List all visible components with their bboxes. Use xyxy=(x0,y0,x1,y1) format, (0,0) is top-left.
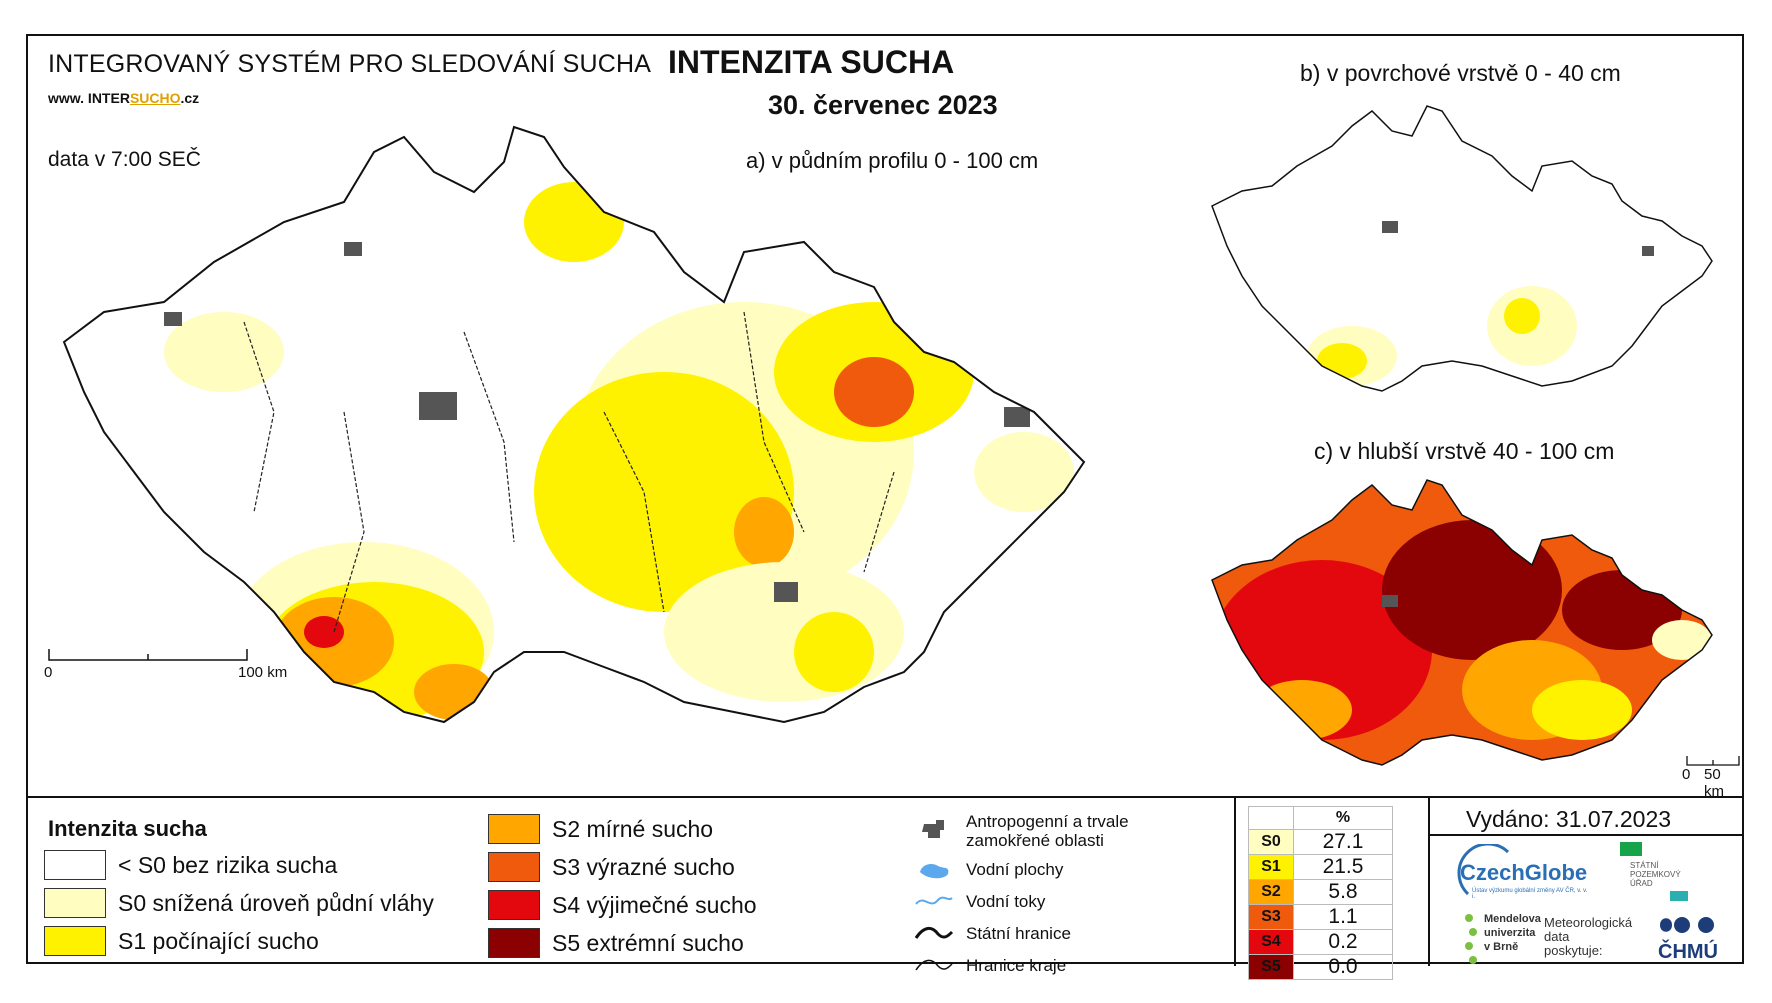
system-title: INTEGROVANÝ SYSTÉM PRO SLEDOVÁNÍ SUCHA xyxy=(48,50,652,78)
legend-label: S0 snížená úroveň půdní vláhy xyxy=(118,889,434,916)
table-header: % xyxy=(1293,806,1393,830)
legend-aux-river: Vodní toky xyxy=(914,888,1129,914)
spu-logo[interactable]: STÁTNÍ POZEMKOVÝ ÚŘAD xyxy=(1620,842,1690,906)
legend-swatch xyxy=(44,926,106,956)
table-cell-class: S5 xyxy=(1248,954,1294,980)
legend-aux-region-border: Hranice kraje xyxy=(914,952,1129,978)
water-body-icon xyxy=(920,864,949,879)
legend-separator xyxy=(1428,796,1430,966)
urban-icon xyxy=(922,820,944,838)
legend-item-s-below-0: < S0 bez rizika sucha xyxy=(44,850,434,880)
issued-divider xyxy=(1428,834,1744,836)
map-date: 30. červenec 2023 xyxy=(768,90,998,120)
legend-aux-label: Státní hranice xyxy=(966,923,1071,943)
czechglobe-logo[interactable]: CzechGlobe Ústav výzkumu globální změny … xyxy=(1448,842,1598,904)
table-cell-class: S4 xyxy=(1248,929,1294,955)
map-b-surface-layer xyxy=(1211,105,1713,392)
legend-aux-state-border: Státní hranice xyxy=(914,920,1129,946)
table-row: S1 21.5 xyxy=(1248,854,1393,880)
legend-swatch xyxy=(488,928,540,958)
region-border-icon xyxy=(915,959,953,971)
table-row: S3 1.1 xyxy=(1248,904,1393,930)
table-cell-class: S1 xyxy=(1248,854,1294,880)
table-row: S4 0.2 xyxy=(1248,929,1393,955)
page-title: INTENZITA SUCHA xyxy=(668,44,955,80)
legend-col-2: S2 mírné sucho S3 výrazné sucho S4 výjim… xyxy=(488,814,757,958)
scale-a-end: 100 km xyxy=(238,664,288,681)
map-a-soil-profile xyxy=(63,126,1085,723)
czechglobe-icon xyxy=(1457,842,1510,896)
scale-bar-a xyxy=(48,648,248,667)
legend-aux-label: Antropogenní a trvale zamokřené oblasti xyxy=(966,812,1129,850)
spu-icon xyxy=(1620,842,1642,856)
legend-title: Intenzita sucha xyxy=(48,816,207,841)
legend-aux-label: Hranice kraje xyxy=(966,955,1067,975)
issued-date: Vydáno: 31.07.2023 xyxy=(1466,806,1672,832)
scale-bar-c xyxy=(1686,754,1740,772)
legend-separator xyxy=(1234,796,1236,966)
map-c-label: c) v hlubší vrstvě 40 - 100 cm xyxy=(1314,438,1615,464)
legend-col-1: < S0 bez rizika sucha S0 snížená úroveň … xyxy=(44,850,434,956)
mendel-dots-icon xyxy=(1465,914,1477,964)
spu-accent-icon xyxy=(1670,891,1688,901)
legend-item-s3: S3 výrazné sucho xyxy=(488,852,757,882)
table-cell-value: 5.8 xyxy=(1293,879,1393,905)
table-row: S5 0.0 xyxy=(1248,954,1393,980)
legend-item-s4: S4 výjimečné sucho xyxy=(488,890,757,920)
legend-aux-water-body: Vodní plochy xyxy=(914,856,1129,882)
legend-aux-label: Vodní plochy xyxy=(966,859,1064,879)
mendel-logo[interactable]: Mendelova univerzita v Brně xyxy=(1464,912,1541,964)
scale-c-start: 0 xyxy=(1682,766,1691,783)
legend-aux-urban: Antropogenní a trvale zamokřené oblasti xyxy=(914,812,1129,850)
map-b-label: b) v povrchové vrstvě 0 - 40 cm xyxy=(1300,60,1621,86)
table-cell-value: 1.1 xyxy=(1293,904,1393,930)
legend-divider xyxy=(28,796,1742,798)
table-row: S2 5.8 xyxy=(1248,879,1393,905)
table-cell-value: 0.0 xyxy=(1293,954,1393,980)
legend-swatch xyxy=(44,850,106,880)
legend-item-s2: S2 mírné sucho xyxy=(488,814,757,844)
table-cell-value: 27.1 xyxy=(1293,829,1393,855)
map-a-label: a) v půdním profilu 0 - 100 cm xyxy=(746,148,1039,173)
legend-swatch xyxy=(488,814,540,844)
chmu-logo[interactable]: ČHMÚ xyxy=(1658,914,1718,964)
website-url[interactable]: www. INTERSUCHO.cz xyxy=(48,90,200,106)
legend-label: < S0 bez rizika sucha xyxy=(118,851,338,878)
legend-swatch xyxy=(488,890,540,920)
legend-label: S1 počínající sucho xyxy=(118,927,319,954)
scale-a-start: 0 xyxy=(44,664,53,681)
table-cell-class: S2 xyxy=(1248,879,1294,905)
map-frame: INTEGROVANÝ SYSTÉM PRO SLEDOVÁNÍ SUCHA w… xyxy=(26,34,1744,980)
legend-aux: Antropogenní a trvale zamokřené oblasti … xyxy=(914,812,1129,978)
legend-item-s1: S1 počínající sucho xyxy=(44,926,434,956)
partner-logos: CzechGlobe Ústav výzkumu globální změny … xyxy=(1434,836,1754,972)
legend-label: S4 výjimečné sucho xyxy=(552,891,757,918)
legend-label: S3 výrazné sucho xyxy=(552,853,735,880)
chmu-icon xyxy=(1660,917,1714,933)
table-cell-class: S0 xyxy=(1248,829,1294,855)
legend-swatch xyxy=(44,888,106,918)
met-data-note: Meteorologická data poskytuje: xyxy=(1544,915,1633,958)
legend-item-s5: S5 extrémní sucho xyxy=(488,928,757,958)
scale-c-end: 50 km xyxy=(1704,766,1724,800)
legend-swatch xyxy=(488,852,540,882)
drought-percent-table: % S0 27.1 S1 21.5 S2 5.8 S3 1.1 S4 0.2 S… xyxy=(1248,806,1393,980)
table-cell-value: 0.2 xyxy=(1293,929,1393,955)
legend-label: S5 extrémní sucho xyxy=(552,929,744,956)
legend-item-s0: S0 snížená úroveň půdní vláhy xyxy=(44,888,434,918)
state-border-icon xyxy=(914,927,954,939)
table-cell-value: 21.5 xyxy=(1293,854,1393,880)
data-time-note: data v 7:00 SEČ xyxy=(48,148,201,171)
table-cell-class: S3 xyxy=(1248,904,1294,930)
river-icon xyxy=(915,896,953,905)
map-c-deep-layer xyxy=(1211,479,1713,766)
legend-aux-label: Vodní toky xyxy=(966,891,1046,911)
table-header-row: % xyxy=(1248,806,1393,830)
legend-label: S2 mírné sucho xyxy=(552,815,714,842)
table-row: S0 27.1 xyxy=(1248,829,1393,855)
